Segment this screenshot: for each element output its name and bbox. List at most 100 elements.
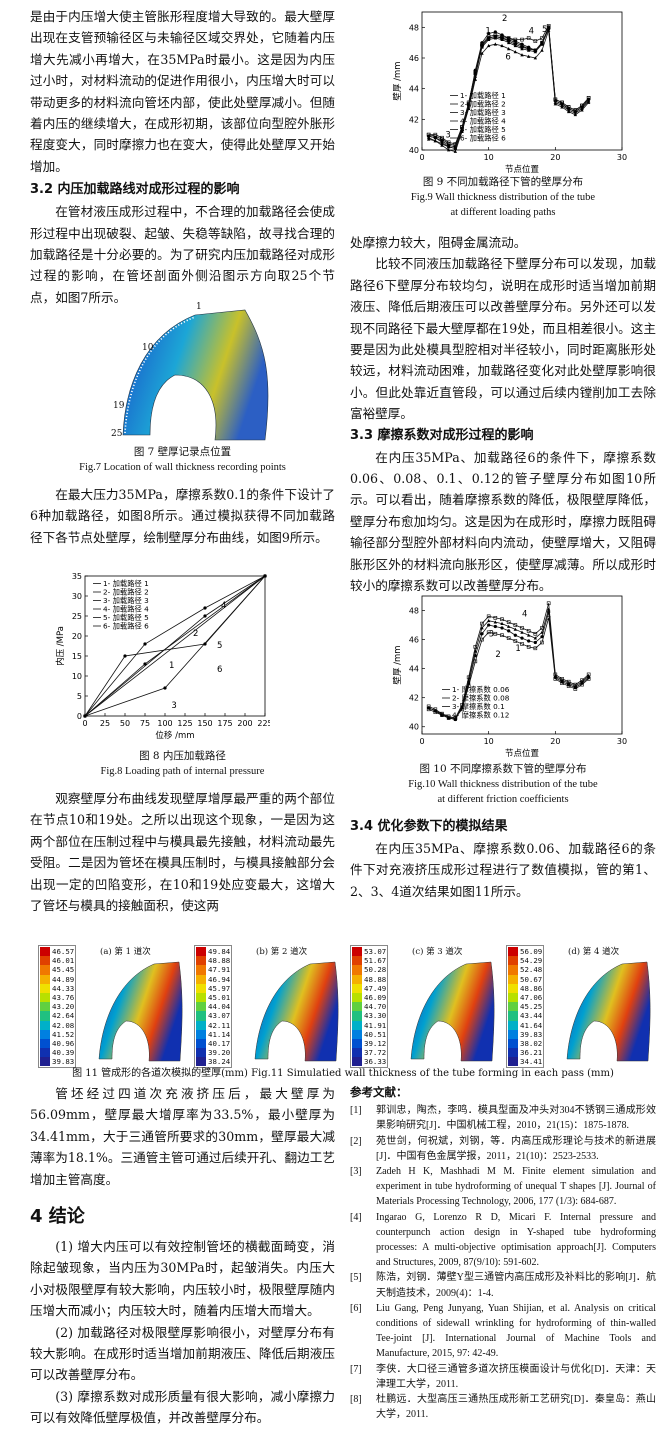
color-scale-swatch — [352, 983, 362, 993]
color-scale-swatch — [508, 956, 518, 966]
data-point — [427, 134, 431, 138]
color-scale-value: 36.21 — [520, 1048, 543, 1058]
color-scale-value: 51.67 — [364, 956, 387, 966]
fig9-caption-cn: 图 9 不同加载路径下管的壁厚分布 — [422, 176, 584, 188]
fig11-caption-text: 图 11 管成形的各道次模拟的壁厚(mm) Fig.11 Simulatied … — [72, 1068, 614, 1079]
curve-label: 2 — [193, 629, 198, 639]
data-point — [580, 108, 584, 112]
reference-item: [1] 郭训忠，陶杰，李鸣．模具型面及冲头对304不锈钢三通成形效果影响研究[J]… — [350, 1103, 656, 1133]
y-tick-label: 0 — [77, 712, 82, 721]
color-scale-swatch — [196, 992, 206, 1003]
data-point — [533, 48, 537, 52]
reference-number: [5] — [350, 1272, 362, 1284]
color-scale-value: 41.14 — [208, 1029, 231, 1039]
data-point — [586, 100, 591, 104]
series-line — [428, 27, 589, 145]
color-scale-value: 45.45 — [52, 965, 75, 975]
y-axis-label: 内压 /MPa — [55, 626, 66, 666]
data-point — [513, 37, 518, 42]
color-scale-swatch — [508, 965, 518, 975]
data-point — [520, 626, 524, 630]
color-scale-swatch — [352, 1048, 362, 1058]
legend-label: 5- 加载路径 5 — [460, 125, 506, 134]
paragraph: (2) 加载路径对极限壁厚影响很小，对壁厚分布有较大影响。在成形时适当增加前期液… — [30, 1324, 335, 1383]
x-tick-label: 200 — [237, 719, 252, 728]
data-point — [433, 139, 438, 143]
color-scale-value: 42.64 — [52, 1011, 75, 1021]
data-point — [487, 623, 491, 627]
data-point — [587, 97, 591, 101]
x-tick-label: 75 — [140, 719, 150, 728]
data-point — [513, 623, 518, 627]
data-point — [513, 633, 517, 637]
color-scale-swatch — [508, 1057, 518, 1067]
x-tick-label: 0 — [82, 719, 87, 728]
y-tick-label: 30 — [72, 592, 82, 601]
color-scale-swatch — [40, 974, 50, 984]
color-scale-value: 50.28 — [364, 965, 387, 975]
data-point — [500, 633, 504, 638]
data-point — [520, 42, 524, 46]
reference-text: Ingarao G, Lorenzo R D, Micari F. Intern… — [376, 1211, 656, 1269]
data-point — [540, 630, 544, 634]
data-point — [553, 102, 558, 106]
data-point — [526, 633, 531, 637]
data-point — [480, 632, 484, 636]
data-point — [460, 703, 464, 707]
data-point — [526, 629, 531, 633]
paragraph: 处摩擦力较大，阻碍金属流动。 — [350, 235, 527, 250]
color-scale-value: 40.96 — [52, 1038, 75, 1048]
data-point — [466, 106, 471, 110]
reference-text: 郭训忠，陶杰，李鸣．模具型面及冲头对304不锈钢三通成形效果影响研究[J]．中国… — [376, 1105, 656, 1132]
left-column-bottom: 观察壁厚分布曲线发现壁厚增厚最严重的两个部位在节点10和19处。之所以出现这个现… — [30, 788, 335, 916]
color-scale-value: 40.51 — [364, 1029, 387, 1039]
curve-label: 1 — [485, 26, 490, 36]
color-scale-legend: 49.84 48.88 47.91 46.94 45.97 45.01 44.04 43.07… — [194, 945, 233, 1069]
data-point — [500, 621, 504, 625]
color-scale-value: 43.76 — [52, 993, 75, 1003]
color-scale-value: 34.41 — [520, 1057, 543, 1067]
y-tick-label: 15 — [72, 652, 82, 661]
color-scale-value: 42.08 — [52, 1020, 75, 1030]
legend-label: 2- 加载路径 2 — [103, 588, 149, 597]
fig8-caption: 图 8 内压加载路径 Fig.8 Loading path of interna… — [30, 749, 335, 779]
color-scale-value: 44.70 — [364, 1002, 387, 1012]
legend-label: 1- 加载路径 1 — [460, 91, 506, 100]
curve-label: 3 — [171, 701, 176, 711]
y-axis-label: 壁厚 /mm — [392, 61, 403, 100]
x-axis-label: 节点位置 — [505, 748, 540, 759]
color-scale-swatch — [40, 1020, 50, 1030]
color-scale-value: 43.07 — [208, 1011, 231, 1021]
color-scale-swatch — [508, 1038, 518, 1049]
bottom-left: 管坯经过四道次充液挤压后，最大壁厚为56.09mm，壁厚最大增厚率为33.5%，… — [30, 1083, 335, 1429]
data-point — [446, 145, 451, 149]
color-scale-value: 47.91 — [208, 965, 231, 975]
color-scale-swatch — [40, 1038, 50, 1049]
color-scale-value: 46.09 — [364, 993, 387, 1003]
data-point — [486, 630, 491, 635]
data-point — [143, 662, 147, 666]
fig11-panel-tag: (b) 第 2 道次 — [256, 947, 308, 957]
x-tick-label: 125 — [177, 719, 192, 728]
data-point — [526, 645, 531, 649]
legend-label: 5- 加载路径 5 — [103, 613, 149, 622]
color-scale-swatch — [196, 1057, 206, 1067]
data-point — [513, 639, 518, 643]
color-scale-value: 44.89 — [52, 974, 75, 984]
color-scale-value: 56.09 — [520, 947, 543, 957]
data-point — [566, 679, 571, 684]
fig8-caption-en: Fig.8 Loading path of internal pressure — [100, 766, 265, 777]
paragraph: 在管材液压成形过程中，不合理的加载路径会使成形过程中出现破裂、起皱、失稳等缺陷，… — [30, 204, 335, 305]
y-tick-label: 42 — [409, 115, 419, 124]
curve-label: 6 — [505, 53, 510, 63]
paragraph: 在内压35MPa、摩擦系数0.06、加载路径6的条件下对充液挤压成形过程进行了数… — [350, 841, 656, 899]
fig11-panel: 53.07 51.67 50.28 48.88 47.49 46.09 44.70 43.30… — [350, 945, 498, 1069]
curve-label: 1 — [169, 661, 174, 671]
reference-number: [6] — [350, 1302, 362, 1314]
color-scale-swatch — [352, 1038, 362, 1049]
paragraph: (3) 摩擦系数对成形质量有很大影响，减小摩擦力可以有效降低壁厚极值，并改善壁厚… — [30, 1388, 335, 1426]
x-tick-label: 25 — [100, 719, 110, 728]
fig7-label: 10 — [142, 343, 154, 353]
curve-label: 5 — [217, 641, 222, 651]
data-point — [143, 642, 147, 646]
